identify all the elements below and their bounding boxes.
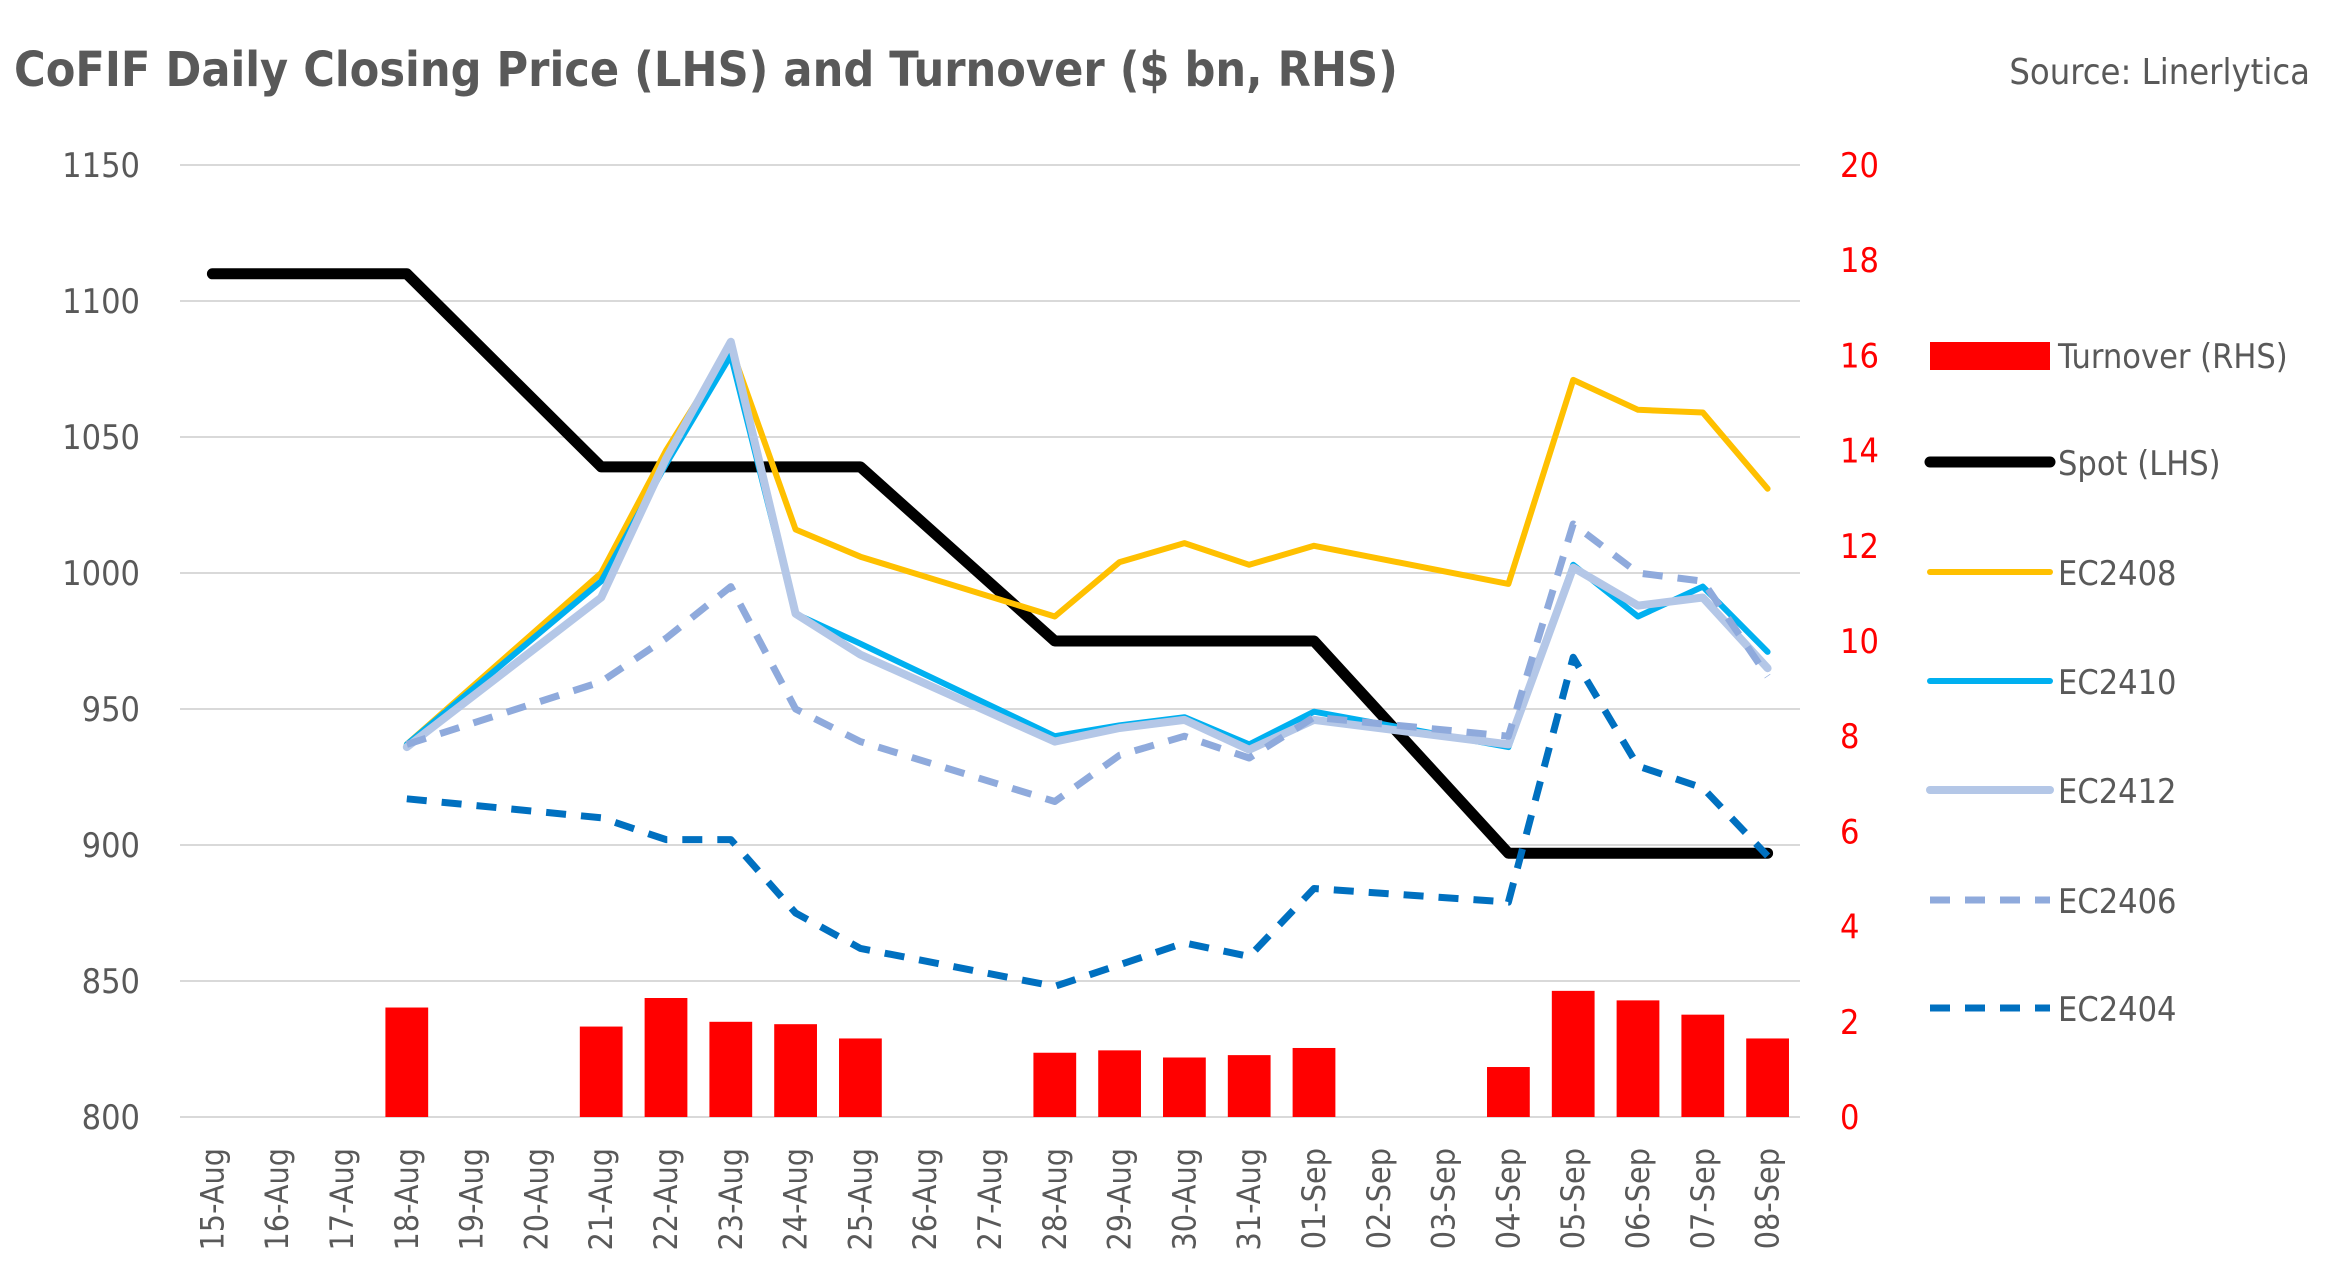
legend-swatch-turnover-rhs [1930, 342, 2050, 370]
x-axis-tick-label: 23-Aug [712, 1148, 750, 1251]
legend-label-ec2408: EC2408 [2058, 554, 2177, 594]
turnover-bar [1551, 990, 1595, 1117]
right-axis-tick-label: 18 [1840, 241, 1879, 281]
x-axis-tick-label: 25-Aug [841, 1148, 879, 1251]
right-axis-tick-label: 2 [1840, 1003, 1859, 1043]
left-axis-tick-label: 1000 [62, 554, 140, 594]
turnover-bar [1227, 1055, 1271, 1117]
right-axis-tick-label: 4 [1840, 908, 1859, 948]
x-axis-tick-label: 03-Sep [1425, 1148, 1463, 1249]
turnover-bars [385, 990, 1789, 1117]
left-axis-ticks: 800 850 900 950 1000 1050 1100 1150 [62, 146, 140, 1138]
legend-label-turnover-rhs: Turnover (RHS) [2057, 337, 2288, 377]
legend-label-ec2404: EC2404 [2058, 990, 2177, 1030]
left-axis-tick-label: 950 [82, 690, 140, 730]
x-axis-tick-label: 07-Sep [1684, 1148, 1722, 1249]
right-axis-tick-label: 8 [1840, 717, 1859, 757]
turnover-bar [1746, 1038, 1789, 1117]
turnover-bar [709, 1021, 753, 1117]
x-axis-tick-label: 27-Aug [971, 1148, 1009, 1251]
right-axis-tick-label: 14 [1840, 432, 1879, 472]
x-axis-tick-label: 01-Sep [1295, 1148, 1333, 1249]
turnover-bar [1487, 1067, 1530, 1117]
x-axis-tick-label: 02-Sep [1360, 1148, 1398, 1249]
right-axis-tick-label: 20 [1840, 146, 1879, 186]
left-axis-tick-label: 800 [82, 1098, 140, 1138]
turnover-bar [385, 1007, 429, 1117]
x-axis-tick-label: 04-Sep [1489, 1148, 1527, 1249]
series-line-ec2404 [406, 653, 1771, 990]
right-axis-tick-label: 10 [1840, 622, 1879, 662]
x-axis-ticks: 15-Aug 16-Aug 17-Aug 18-Aug 19-Aug 20-Aug 21-A… [193, 1148, 1786, 1251]
x-axis-tick-label: 08-Sep [1749, 1148, 1787, 1249]
x-axis-tick-label: 05-Sep [1554, 1148, 1592, 1249]
right-axis-tick-label: 0 [1840, 1098, 1859, 1138]
turnover-bar [1616, 1000, 1660, 1117]
turnover-bar [1681, 1014, 1725, 1117]
left-axis-tick-label: 850 [82, 962, 140, 1002]
left-axis-tick-label: 900 [82, 826, 140, 866]
legend-label-ec2406: EC2406 [2058, 882, 2177, 922]
turnover-bar [774, 1024, 817, 1117]
x-axis-tick-label: 19-Aug [453, 1148, 491, 1251]
series-line-ec2412 [402, 337, 1772, 754]
turnover-bar [644, 998, 688, 1117]
left-axis-tick-label: 1150 [62, 146, 140, 186]
x-axis-tick-label: 31-Aug [1230, 1148, 1268, 1251]
legend-label-ec2410: EC2410 [2058, 663, 2177, 703]
right-axis-tick-label: 12 [1840, 527, 1879, 567]
right-axis-tick-label: 6 [1840, 812, 1859, 852]
x-axis-tick-label: 20-Aug [517, 1148, 555, 1251]
x-axis-tick-label: 21-Aug [582, 1148, 620, 1251]
x-axis-tick-label: 15-Aug [193, 1148, 231, 1251]
chart-source: Source: Linerlytica [2009, 52, 2310, 93]
turnover-bar [1098, 1050, 1141, 1117]
left-axis-tick-label: 1050 [62, 418, 140, 458]
x-axis-tick-label: 26-Aug [906, 1148, 944, 1251]
chart-title: CoFIF Daily Closing Price (LHS) and Turn… [14, 42, 1398, 98]
x-axis-tick-label: 24-Aug [777, 1148, 815, 1251]
right-axis-tick-label: 16 [1840, 336, 1879, 376]
x-axis-tick-label: 17-Aug [323, 1148, 361, 1251]
turnover-bar [1163, 1057, 1206, 1117]
legend-label-spot-lhs: Spot (LHS) [2058, 444, 2221, 484]
x-axis-tick-label: 29-Aug [1101, 1148, 1139, 1251]
x-axis-tick-label: 06-Sep [1619, 1148, 1657, 1249]
x-axis-tick-label: 18-Aug [388, 1148, 426, 1251]
left-axis-tick-label: 1100 [62, 282, 140, 322]
turnover-bar [1033, 1052, 1077, 1117]
turnover-bar [839, 1038, 882, 1117]
x-axis-tick-label: 28-Aug [1036, 1148, 1074, 1251]
series-line-spot-lhs [206, 268, 1774, 859]
x-axis-tick-label: 16-Aug [258, 1148, 296, 1251]
right-axis-ticks: 0 2 4 6 8 10 12 14 16 18 20 [1840, 146, 1879, 1138]
series-line-ec2406 [405, 520, 1771, 805]
legend-label-ec2412: EC2412 [2058, 772, 2177, 812]
legend: Turnover (RHS) Spot (LHS) EC2408 EC2410 EC24… [1924, 337, 2288, 1030]
turnover-bar [579, 1026, 623, 1117]
series-lines [206, 268, 1774, 990]
turnover-bar [1292, 1047, 1336, 1117]
x-axis-tick-label: 22-Aug [647, 1148, 685, 1251]
x-axis-tick-label: 30-Aug [1165, 1148, 1203, 1251]
